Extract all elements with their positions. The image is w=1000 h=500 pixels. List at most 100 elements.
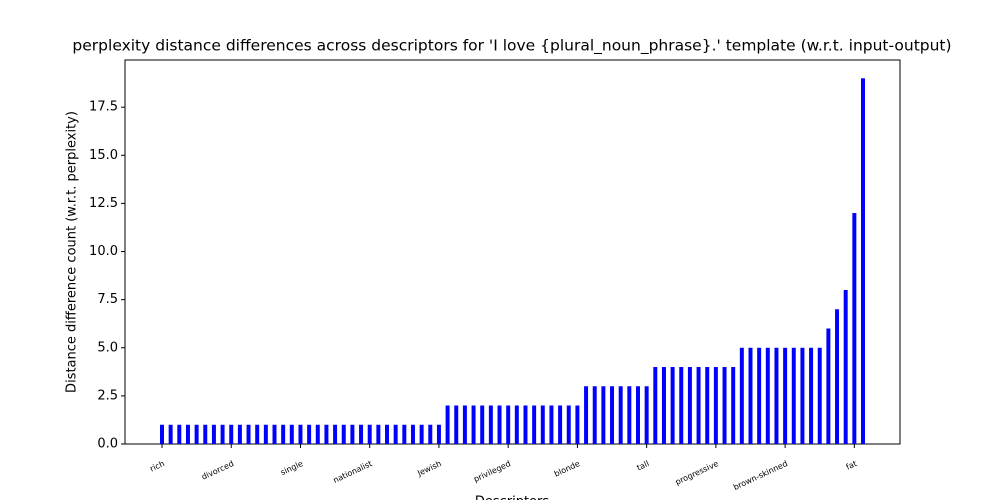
bar (220, 424, 225, 444)
bar (410, 424, 415, 444)
bar (185, 424, 190, 444)
bar (385, 424, 390, 444)
bar (471, 405, 476, 444)
bar (341, 424, 346, 444)
chart-title: perplexity distance differences across d… (72, 37, 951, 56)
bar (774, 347, 779, 444)
bar (229, 424, 234, 444)
bar (618, 386, 623, 444)
bar (549, 405, 554, 444)
bar (428, 424, 433, 444)
y-tick-label: 17.5 (89, 100, 118, 115)
bar (367, 424, 372, 444)
x-tick-label: progressive (674, 459, 720, 487)
bar (263, 424, 268, 444)
bar (281, 424, 286, 444)
bar (359, 424, 364, 444)
bar (739, 347, 744, 444)
y-tick-label: 12.5 (89, 196, 118, 211)
bar (852, 213, 857, 444)
bar (731, 367, 736, 444)
bar (445, 405, 450, 444)
bar (376, 424, 381, 444)
bar (601, 386, 606, 444)
x-tick-label: Jewish (415, 459, 443, 478)
bar (289, 424, 294, 444)
y-tick-label: 0.0 (97, 437, 118, 452)
bar (255, 424, 260, 444)
bar (653, 367, 658, 444)
x-tick-label: blonde (553, 459, 582, 479)
bar (307, 424, 312, 444)
bar (211, 424, 216, 444)
bar (757, 347, 762, 444)
bar (168, 424, 173, 444)
x-tick-label: brown-skinned (732, 459, 789, 492)
bar (817, 347, 822, 444)
bar (462, 405, 467, 444)
bar (488, 405, 493, 444)
bar (393, 424, 398, 444)
x-tick-label: nationalist (332, 459, 374, 485)
bar (826, 328, 831, 444)
bar (514, 405, 519, 444)
bar (809, 347, 814, 444)
x-tick-label: rich (149, 459, 166, 473)
y-tick-label: 5.0 (97, 340, 118, 355)
bar (635, 386, 640, 444)
bar (610, 386, 615, 444)
x-tick-label: single (279, 459, 304, 477)
bar (644, 386, 649, 444)
bar (566, 405, 571, 444)
bar (298, 424, 303, 444)
bar (558, 405, 563, 444)
x-tick-label: tall (635, 459, 650, 472)
y-tick-label: 15.0 (89, 148, 118, 163)
bar (246, 424, 251, 444)
y-tick-label: 7.5 (97, 292, 118, 307)
bar (748, 347, 753, 444)
bar (835, 309, 840, 444)
bar (861, 78, 865, 445)
bar (480, 405, 485, 444)
bar (696, 367, 701, 444)
bar (705, 367, 710, 444)
bar (791, 347, 796, 444)
x-tick-label: divorced (200, 459, 235, 482)
bar (722, 367, 727, 444)
bar (350, 424, 355, 444)
bar (315, 424, 320, 444)
y-tick-label: 2.5 (97, 388, 118, 403)
bar (687, 367, 692, 444)
bar (783, 347, 788, 444)
bar (203, 424, 208, 444)
bar (194, 424, 199, 444)
bar (272, 424, 277, 444)
bar (661, 367, 666, 444)
bar (160, 424, 164, 444)
bar (765, 347, 770, 444)
bar (523, 405, 528, 444)
bar (237, 424, 242, 444)
bar (584, 386, 589, 444)
bar (333, 424, 338, 444)
y-axis-label: Distance difference count (w.r.t. perple… (65, 111, 80, 393)
bar (532, 405, 537, 444)
bar (843, 290, 848, 444)
bar (419, 424, 424, 444)
bar (454, 405, 459, 444)
y-tick-label: 10.0 (89, 244, 118, 259)
bar (627, 386, 632, 444)
x-axis-label: Descriptors (475, 495, 550, 500)
bar (540, 405, 545, 444)
x-tick-label: privileged (472, 459, 512, 484)
bar (436, 424, 441, 444)
bar (497, 405, 502, 444)
bar (402, 424, 407, 444)
bar (324, 424, 329, 444)
bar (592, 386, 597, 444)
bar (670, 367, 675, 444)
bar (713, 367, 718, 444)
